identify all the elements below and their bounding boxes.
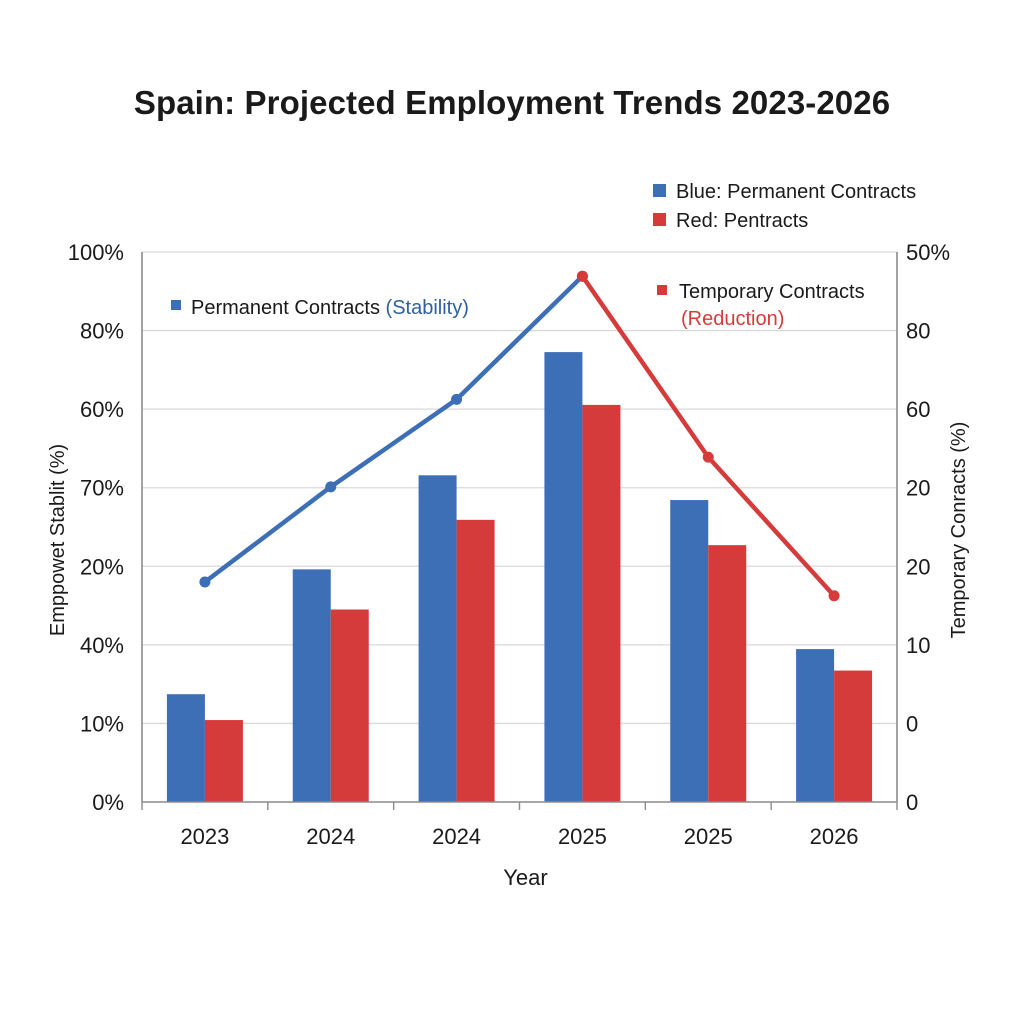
x-axis-title: Year <box>503 865 547 890</box>
y-left-tick-label: 60% <box>80 397 124 422</box>
gridlines <box>142 251 897 725</box>
y-right-tick-label: 50% <box>906 240 950 265</box>
legend-label: Blue: Permanent Contracts <box>676 181 916 203</box>
y-axis-left-title: Emppowet Stablit (%) <box>47 444 69 636</box>
point-temporary-reduction <box>828 590 840 602</box>
bar-permanent <box>544 352 583 802</box>
inline-legend-permanent-paren: (Stability) <box>386 297 469 319</box>
x-tick-label: 2024 <box>306 824 355 849</box>
bar-permanent <box>796 649 835 802</box>
bar-temporary <box>456 519 495 802</box>
legend-swatch <box>653 184 666 197</box>
line-permanent-stability <box>202 273 585 585</box>
bars <box>166 352 873 802</box>
bar-temporary <box>582 404 621 802</box>
bar-permanent <box>670 500 709 802</box>
bar-permanent <box>418 475 457 802</box>
y-left-tick-label: 10% <box>80 711 124 736</box>
inline-legend-permanent: Permanent Contracts (Stability) <box>191 297 469 319</box>
chart-title: Spain: Projected Employment Trends 2023-… <box>133 84 891 121</box>
point-permanent-stability <box>199 576 211 588</box>
x-tick-label: 2023 <box>180 824 229 849</box>
y-left-tick-label: 100% <box>68 240 124 265</box>
tick-labels: 100% 80% 60% 70% 20% 40% 10% 0% 50% 80 60 20 20 10 0 0 2… <box>47 240 970 890</box>
x-tick-label: 2025 <box>558 824 607 849</box>
legend-label: Red: Pentracts <box>676 210 808 232</box>
inline-legend-swatch <box>657 285 667 295</box>
point-temporary-reduction <box>702 451 714 463</box>
inline-legend-temporary-label: Temporary Contracts <box>679 281 865 303</box>
y-left-tick-label: 40% <box>80 633 124 658</box>
bar-permanent <box>166 694 205 802</box>
y-left-tick-label: 70% <box>80 476 124 501</box>
bar-temporary <box>330 609 369 802</box>
bar-permanent <box>292 569 331 802</box>
y-left-tick-label: 0% <box>92 790 124 815</box>
inline-legend-temporary-paren: (Reduction) <box>681 308 784 330</box>
x-tick-label: 2025 <box>684 824 733 849</box>
x-tick-label: 2026 <box>810 824 859 849</box>
point-permanent-stability <box>325 481 337 493</box>
inline-legend-swatch <box>171 300 181 310</box>
y-left-tick-label: 20% <box>80 554 124 579</box>
legend: Blue: Permanent Contracts Red: Pentracts P… <box>171 181 916 330</box>
y-right-tick-label: 80 <box>906 319 930 344</box>
y-right-tick-label: 10 <box>906 633 930 658</box>
y-right-tick-label: 20 <box>906 476 930 501</box>
axes <box>141 252 898 810</box>
point-temporary-reduction <box>576 270 588 282</box>
y-right-tick-label: 0 <box>906 711 918 736</box>
point-permanent-stability <box>451 393 463 405</box>
legend-swatch <box>653 213 666 226</box>
y-right-tick-label: 60 <box>906 397 930 422</box>
bar-temporary <box>708 545 747 802</box>
trend-lines <box>199 270 840 602</box>
y-left-tick-label: 80% <box>80 319 124 344</box>
y-right-tick-label: 0 <box>906 790 918 815</box>
y-right-tick-label: 20 <box>906 554 930 579</box>
inline-legend-permanent-label: Permanent Contracts <box>191 297 386 319</box>
bar-temporary <box>834 670 873 802</box>
bar-temporary <box>204 720 243 802</box>
y-axis-right-title: Temporary Conracts (%) <box>948 422 970 639</box>
x-tick-label: 2024 <box>432 824 481 849</box>
